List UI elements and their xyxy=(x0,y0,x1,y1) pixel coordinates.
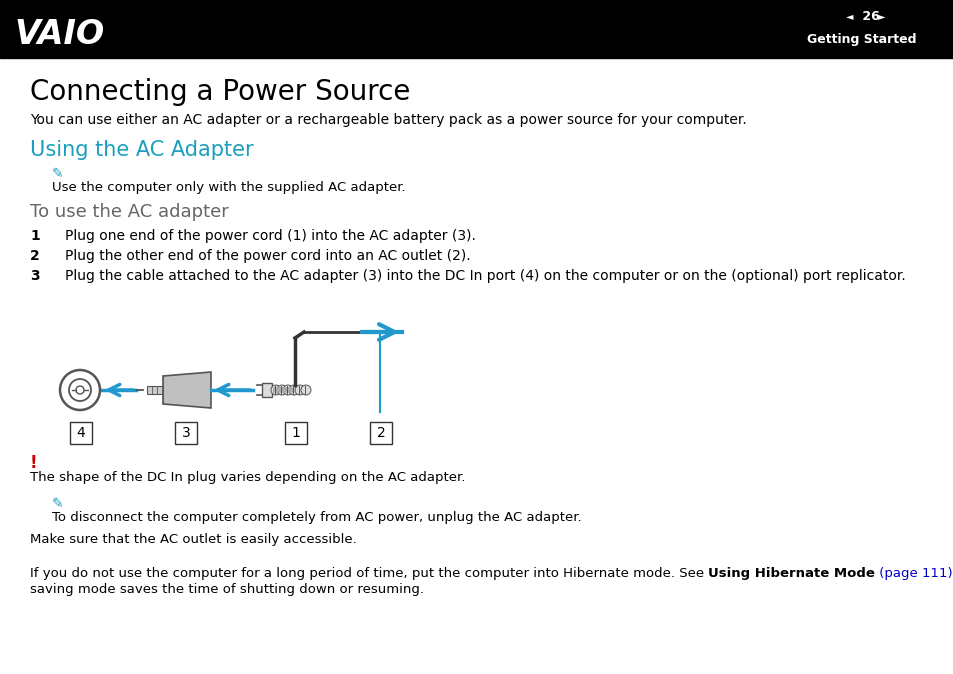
Bar xyxy=(370,422,392,444)
Text: 3: 3 xyxy=(181,426,191,440)
Text: 4: 4 xyxy=(76,426,85,440)
Circle shape xyxy=(276,385,287,395)
Text: saving mode saves the time of shutting down or resuming.: saving mode saves the time of shutting d… xyxy=(30,583,423,596)
Polygon shape xyxy=(163,372,211,408)
Bar xyxy=(174,422,196,444)
Text: To use the AC adapter: To use the AC adapter xyxy=(30,203,229,221)
Text: Use the computer only with the supplied AC adapter.: Use the computer only with the supplied … xyxy=(52,181,405,195)
Text: 3: 3 xyxy=(30,269,40,283)
Circle shape xyxy=(289,385,298,395)
Text: To disconnect the computer completely from AC power, unplug the AC adapter.: To disconnect the computer completely fr… xyxy=(52,512,581,524)
Bar xyxy=(147,386,163,394)
Text: Plug the other end of the power cord into an AC outlet (2).: Plug the other end of the power cord int… xyxy=(65,249,470,263)
Bar xyxy=(285,422,307,444)
Bar xyxy=(262,383,272,397)
Text: . This power: . This power xyxy=(952,567,953,580)
Text: Using Hibernate Mode: Using Hibernate Mode xyxy=(708,567,874,580)
Text: Make sure that the AC outlet is easily accessible.: Make sure that the AC outlet is easily a… xyxy=(30,534,356,547)
Text: 2: 2 xyxy=(376,426,385,440)
Text: Getting Started: Getting Started xyxy=(806,34,916,47)
Circle shape xyxy=(294,385,305,395)
Circle shape xyxy=(271,385,281,395)
Text: If you do not use the computer for a long period of time, put the computer into : If you do not use the computer for a lon… xyxy=(30,567,708,580)
Text: VAIO: VAIO xyxy=(14,18,104,51)
Text: 1: 1 xyxy=(292,426,300,440)
Text: Using the AC Adapter: Using the AC Adapter xyxy=(30,140,253,160)
Bar xyxy=(0,0,953,58)
Text: 1: 1 xyxy=(30,229,40,243)
Text: ✎: ✎ xyxy=(52,167,64,181)
Text: !: ! xyxy=(30,454,37,472)
Text: 26: 26 xyxy=(857,9,883,22)
Text: 2: 2 xyxy=(30,249,40,263)
Text: ◄: ◄ xyxy=(845,11,853,21)
Circle shape xyxy=(283,385,293,395)
Text: The shape of the DC In plug varies depending on the AC adapter.: The shape of the DC In plug varies depen… xyxy=(30,470,465,483)
Text: Connecting a Power Source: Connecting a Power Source xyxy=(30,78,410,106)
Circle shape xyxy=(301,385,311,395)
Text: ►: ► xyxy=(877,11,884,21)
Text: Plug one end of the power cord (1) into the AC adapter (3).: Plug one end of the power cord (1) into … xyxy=(65,229,476,243)
Text: You can use either an AC adapter or a rechargeable battery pack as a power sourc: You can use either an AC adapter or a re… xyxy=(30,113,746,127)
Text: (page 111): (page 111) xyxy=(874,567,952,580)
Text: ✎: ✎ xyxy=(52,497,64,511)
Text: Plug the cable attached to the AC adapter (3) into the DC In port (4) on the com: Plug the cable attached to the AC adapte… xyxy=(65,269,904,283)
Bar xyxy=(70,422,91,444)
